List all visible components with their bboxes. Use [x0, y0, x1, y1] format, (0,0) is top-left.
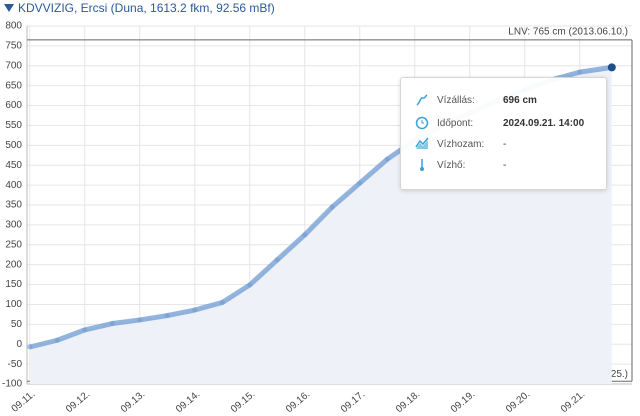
marker: [302, 232, 308, 238]
x-tick-label: 09.14.: [174, 389, 202, 415]
tooltip: Vízállás: 696 cm Időpont: 2024.09.21. 14…: [400, 77, 607, 190]
y-tick-label: 500: [5, 140, 22, 151]
icon: [415, 137, 429, 149]
tooltip-row: Vízállás: 696 cm: [415, 92, 537, 108]
marker: [357, 180, 363, 186]
marker: [109, 321, 115, 327]
marker: [192, 307, 198, 313]
highlight-marker: [607, 63, 616, 72]
label: Vízhozam:: [437, 138, 485, 150]
marker: [54, 337, 60, 343]
marker: [82, 327, 88, 333]
y-tick-label: -100: [2, 379, 22, 390]
marker: [329, 204, 335, 210]
y-tick-label: 100: [5, 299, 22, 310]
y-tick-label: -50: [8, 359, 23, 370]
y-tick-label: 0: [16, 339, 22, 350]
threshold-label: LNV: 765 cm (2013.06.10.): [508, 27, 628, 38]
x-tick-label: 09.11.: [10, 389, 38, 415]
x-tick-label: 09.21.: [559, 389, 587, 415]
y-tick-label: 250: [5, 239, 22, 250]
y-tick-label: 50: [11, 319, 23, 330]
value: -: [503, 138, 507, 150]
x-tick-label: 09.12.: [64, 389, 92, 415]
y-tick-label: 750: [5, 41, 22, 52]
y-tick-label: 450: [5, 160, 22, 171]
marker: [219, 299, 225, 305]
logo: [4, 4, 14, 12]
x-tick-label: 09.13.: [119, 389, 147, 415]
marker: [274, 257, 280, 263]
tooltip-row: Vízhő: -: [415, 157, 506, 173]
y-tick-label: 300: [5, 220, 22, 231]
value: -: [503, 159, 507, 171]
y-tick-label: 200: [5, 259, 22, 270]
marker: [577, 69, 583, 75]
y-tick-label: 150: [5, 279, 22, 290]
x-tick-label: 09.19.: [449, 389, 477, 415]
marker: [164, 313, 170, 319]
icon: [415, 116, 429, 130]
y-tick-label: 350: [5, 200, 22, 211]
marker: [247, 282, 253, 288]
label: Vízhő:: [437, 159, 466, 171]
y-tick-label: 550: [5, 120, 22, 131]
x-tick-label: 09.17.: [339, 389, 367, 415]
value: 2024.09.21. 14:00: [503, 117, 585, 129]
y-tick-label: 400: [5, 180, 22, 191]
x-tick-label: 09.20.: [504, 389, 532, 415]
icon: [416, 94, 428, 106]
x-tick-label: 09.18.: [394, 389, 422, 415]
y-tick-label: 600: [5, 100, 22, 111]
y-tick-label: 700: [5, 60, 22, 71]
marker: [27, 344, 33, 350]
chart-title: KDVVIZIG, Ercsi (Duna, 1613.2 fkm, 92.56…: [18, 1, 275, 15]
marker: [384, 156, 390, 162]
tooltip-row: Időpont: 2024.09.21. 14:00: [415, 115, 584, 131]
label: Vízállás:: [437, 94, 475, 106]
marker: [137, 317, 143, 323]
y-tick-label: 650: [5, 80, 22, 91]
value: 696 cm: [503, 94, 537, 106]
tooltip-row: Vízhozam: -: [415, 136, 506, 152]
x-tick-label: 09.16.: [284, 389, 312, 415]
label: Időpont:: [437, 117, 474, 129]
x-tick-label: 09.15.: [229, 389, 257, 415]
y-tick-label: 800: [5, 21, 22, 32]
icon: [420, 159, 424, 171]
